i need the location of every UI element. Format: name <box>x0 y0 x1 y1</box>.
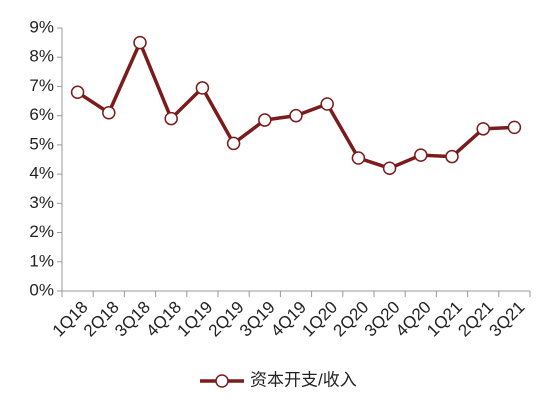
point <box>70 85 85 100</box>
y-tick-label: 0% <box>29 280 54 299</box>
legend-marker <box>215 374 229 388</box>
x-tick-label: 1Q19 <box>174 298 217 341</box>
x-tick-label: 1Q20 <box>298 298 341 341</box>
y-tick-label: 4% <box>29 164 54 183</box>
point <box>445 149 459 164</box>
x-tick-label: 3Q19 <box>236 298 279 341</box>
point <box>164 111 178 126</box>
point <box>351 151 366 165</box>
x-tick-label: 4Q18 <box>142 298 185 341</box>
y-tick-label: 2% <box>29 222 54 241</box>
line <box>76 38 515 171</box>
point <box>133 35 147 50</box>
point <box>195 81 210 95</box>
x-tick-label: 3Q21 <box>486 298 529 341</box>
point <box>320 97 334 111</box>
point <box>258 113 272 127</box>
x-tick-label: 3Q20 <box>361 298 404 341</box>
x-tick-label: 2Q18 <box>80 298 123 341</box>
y-tick-label: 8% <box>29 47 54 66</box>
point <box>289 108 303 123</box>
x-tick-label: 4Q19 <box>267 298 310 341</box>
y-tick-label: 9% <box>29 17 54 36</box>
point <box>414 148 428 162</box>
legend-label: 资本开支/收入 <box>250 370 357 389</box>
y-tick-label: 3% <box>29 193 54 212</box>
y-tick-label: 6% <box>29 105 54 124</box>
point <box>102 105 116 120</box>
x-tick-label: 4Q20 <box>392 298 435 341</box>
y-tick-label: 5% <box>29 134 54 153</box>
x-tick-label: 1Q21 <box>423 298 466 341</box>
y-tick-label: 7% <box>29 76 54 95</box>
x-tick-label: 2Q19 <box>205 298 248 341</box>
x-tick-label: 2Q20 <box>330 298 373 341</box>
y-tick-label: 1% <box>29 251 54 270</box>
x-tick-label: 1Q18 <box>49 298 92 341</box>
point <box>476 122 490 136</box>
x-tick-label: 2Q21 <box>454 298 497 341</box>
point <box>382 161 397 176</box>
x-tick-label: 3Q18 <box>111 298 154 341</box>
point <box>226 136 241 151</box>
point <box>507 120 522 135</box>
